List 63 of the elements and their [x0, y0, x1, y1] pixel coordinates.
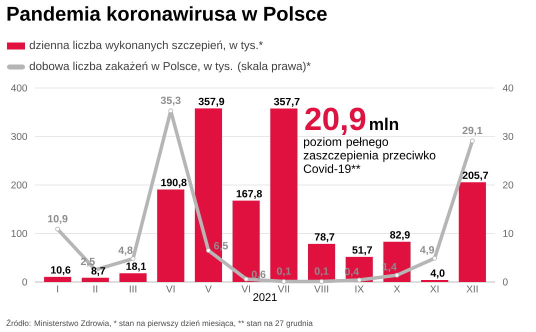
data-label: 190,8 — [161, 178, 187, 188]
x-tick-label: X — [394, 286, 400, 292]
point — [394, 272, 400, 278]
y-tick-label: 400 — [11, 84, 28, 92]
x-tick-label: XI — [430, 286, 438, 292]
data-label: 4,9 — [420, 246, 434, 256]
x-tick-label: V — [205, 286, 212, 292]
data-label: 10,9 — [48, 214, 68, 224]
data-label: 357,7 — [274, 98, 300, 107]
data-label: 10,6 — [51, 266, 70, 276]
legend-label: dzienna liczba wykonanych szczepień, w tys.* — [30, 40, 263, 52]
bar — [458, 182, 486, 282]
x-tick-label: VI — [166, 286, 175, 292]
point — [206, 248, 211, 253]
bar — [157, 189, 184, 282]
y2-tick-label: 20 — [503, 181, 514, 189]
y-tick-label: 200 — [11, 181, 28, 189]
x-tick-label: II — [93, 286, 98, 292]
y-tick-label: 0 — [22, 278, 28, 286]
data-label: 0,1 — [276, 267, 291, 276]
data-label: 205,7 — [462, 172, 488, 181]
x-tick-label: VI — [241, 286, 250, 292]
annotation: 20,9 — [305, 108, 366, 135]
bar — [383, 242, 411, 282]
annotation: mln — [370, 118, 398, 130]
chart-title: Pandemia koronawirusa w Polsce — [8, 6, 327, 21]
y2-tick-label: 30 — [502, 132, 514, 140]
x-tick-label: I — [57, 286, 58, 292]
text: Źródło: Ministerstwo Zdrowia, * stan na pierwszy dzień miesiąca, ** stan na 27 grudnia — [6, 319, 313, 328]
point — [432, 256, 438, 261]
data-label: 35,3 — [160, 96, 181, 106]
legend-label: dobowa liczba zakażeń w Polsce, w tys. (skala prawa)* — [30, 62, 311, 72]
data-label: 8,7 — [91, 267, 106, 276]
annotation: poziom pełnego zaszczepienia przeciwko Covid-19** — [304, 137, 436, 173]
y2-tick-label: 40 — [502, 84, 514, 92]
data-label: 29,1 — [462, 126, 482, 136]
x-tick-label: III — [130, 286, 136, 292]
point — [319, 279, 324, 284]
x-axis-title: 2021 — [253, 293, 277, 302]
data-label: 167,8 — [236, 190, 262, 199]
x-tick-label: VIII — [314, 286, 328, 292]
x-tick-label: IX — [355, 286, 364, 292]
y2-tick-label: 10 — [503, 230, 514, 238]
bar — [270, 108, 298, 282]
point — [130, 256, 136, 262]
data-label: 51,7 — [352, 246, 372, 256]
bar — [44, 276, 72, 282]
data-label: 0,1 — [314, 267, 329, 276]
point — [55, 226, 60, 232]
data-label: 18,1 — [126, 262, 146, 272]
data-label: 4,8 — [118, 246, 133, 256]
data-label: 78,7 — [314, 233, 334, 242]
x-tick-label: XII — [466, 286, 478, 292]
y-tick-label: 100 — [12, 230, 28, 238]
point — [470, 138, 475, 144]
y-tick-label: 300 — [11, 132, 28, 140]
data-label: 357,9 — [198, 98, 224, 107]
bar — [119, 273, 147, 282]
x-tick-label: VII — [278, 286, 290, 292]
bar — [82, 278, 109, 282]
data-label: 82,9 — [390, 231, 410, 240]
y2-tick-label: 0 — [502, 278, 508, 286]
data-label: 4,0 — [430, 269, 445, 278]
